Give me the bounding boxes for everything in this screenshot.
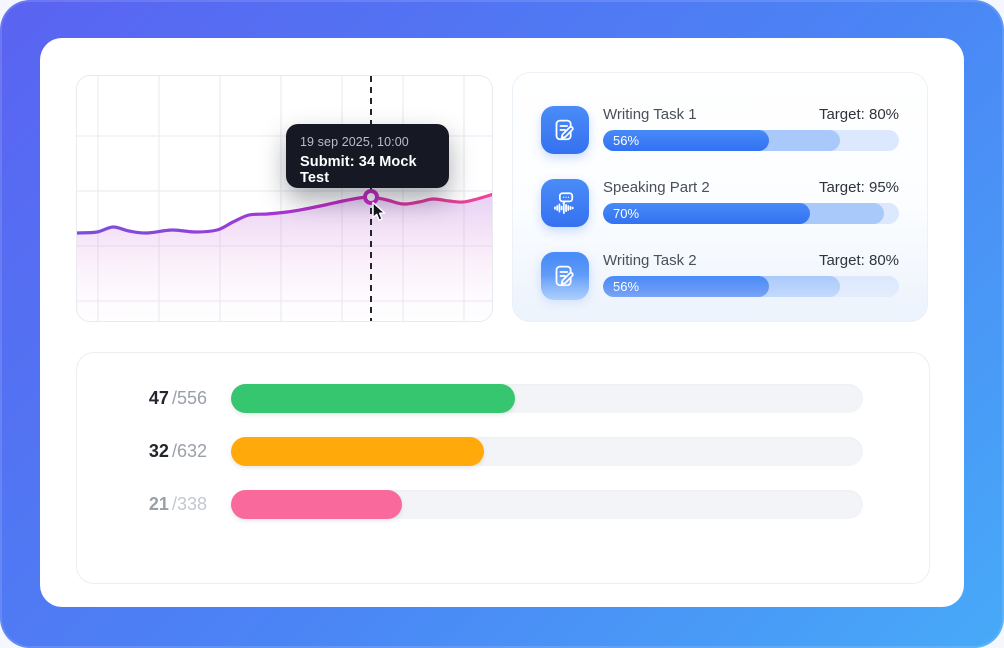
task-target: Target: 80%	[818, 252, 899, 269]
task-progressbar: 56%	[603, 276, 899, 297]
task-row-speaking-part-2[interactable]: Speaking Part 2 Target: 95% 70%	[541, 179, 899, 227]
stats-panel: 47/556 32/632 21/338	[76, 352, 930, 584]
task-title: Writing Task 1	[603, 106, 697, 123]
stat-score: 47	[148, 388, 169, 408]
stat-score: 21	[148, 494, 169, 514]
document-pencil-icon	[541, 106, 589, 154]
stat-row[interactable]: 47/556	[77, 384, 929, 413]
task-progressbar: 70%	[603, 203, 899, 224]
hover-point-marker	[363, 189, 379, 205]
progress-fill: 70%	[603, 203, 811, 224]
task-title: Writing Task 2	[603, 252, 697, 269]
tooltip-title: Submit: 34 Mock Test	[300, 154, 417, 186]
progress-fill: 56%	[603, 276, 769, 297]
task-target: Target: 95%	[818, 179, 899, 196]
stat-progress-fill	[231, 490, 402, 519]
progress-value-label: 56%	[613, 279, 640, 294]
task-row-writing-task-2[interactable]: Writing Task 2 Target: 80% 56%	[541, 252, 899, 300]
stat-row[interactable]: 32/632	[77, 437, 929, 466]
task-row-writing-task-1[interactable]: Writing Task 1 Target: 80% 56%	[541, 106, 899, 154]
speech-waveform-icon	[541, 179, 589, 227]
series-area	[77, 194, 492, 321]
task-title: Speaking Part 2	[603, 179, 710, 196]
progress-chart-card[interactable]: 19 sep 2025, 10:00 Submit: 34 Mock Test	[76, 75, 493, 322]
stat-label: 21/338	[77, 494, 207, 515]
stat-row[interactable]: 21/338	[77, 490, 929, 519]
chart-tooltip: 19 sep 2025, 10:00 Submit: 34 Mock Test	[286, 124, 449, 188]
task-progressbar: 56%	[603, 130, 899, 151]
task-target: Target: 80%	[818, 106, 899, 123]
progress-value-label: 70%	[613, 206, 640, 221]
dashboard-window: 19 sep 2025, 10:00 Submit: 34 Mock Test	[40, 38, 964, 607]
progress-fill: 56%	[603, 130, 769, 151]
stat-progress-fill	[231, 384, 516, 413]
tooltip-date: 19 sep 2025, 10:00	[300, 135, 409, 149]
tasks-panel: Writing Task 1 Target: 80% 56%	[512, 72, 928, 322]
stat-label: 47/556	[77, 388, 207, 409]
stat-progress-fill	[231, 437, 484, 466]
stat-total: /556	[171, 388, 207, 408]
stat-total: /338	[171, 494, 207, 514]
stat-progressbar	[231, 490, 863, 519]
stat-progressbar	[231, 437, 863, 466]
stat-label: 32/632	[77, 441, 207, 462]
stat-score: 32	[148, 441, 169, 461]
mouse-cursor-icon	[372, 201, 386, 221]
stat-progressbar	[231, 384, 863, 413]
series-line	[77, 192, 492, 235]
area-chart	[77, 76, 492, 321]
stat-total: /632	[171, 441, 207, 461]
document-pencil-icon	[541, 252, 589, 300]
progress-value-label: 56%	[613, 133, 640, 148]
